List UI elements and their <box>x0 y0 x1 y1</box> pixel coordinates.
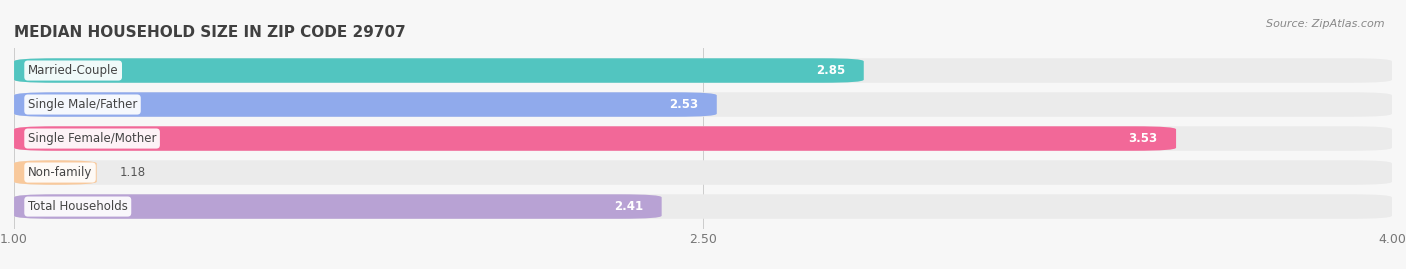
FancyBboxPatch shape <box>14 194 662 219</box>
Text: Single Male/Father: Single Male/Father <box>28 98 138 111</box>
Text: Single Female/Mother: Single Female/Mother <box>28 132 156 145</box>
Text: Source: ZipAtlas.com: Source: ZipAtlas.com <box>1267 19 1385 29</box>
FancyBboxPatch shape <box>14 58 863 83</box>
Text: Married-Couple: Married-Couple <box>28 64 118 77</box>
FancyBboxPatch shape <box>14 58 1392 83</box>
Text: 1.18: 1.18 <box>120 166 146 179</box>
Text: 2.85: 2.85 <box>815 64 845 77</box>
FancyBboxPatch shape <box>14 92 1392 117</box>
Text: 2.53: 2.53 <box>669 98 699 111</box>
Text: MEDIAN HOUSEHOLD SIZE IN ZIP CODE 29707: MEDIAN HOUSEHOLD SIZE IN ZIP CODE 29707 <box>14 25 406 40</box>
FancyBboxPatch shape <box>14 126 1392 151</box>
Text: 3.53: 3.53 <box>1129 132 1157 145</box>
FancyBboxPatch shape <box>14 194 1392 219</box>
FancyBboxPatch shape <box>14 126 1175 151</box>
Text: 2.41: 2.41 <box>614 200 644 213</box>
Text: Total Households: Total Households <box>28 200 128 213</box>
FancyBboxPatch shape <box>14 92 717 117</box>
FancyBboxPatch shape <box>14 160 97 185</box>
FancyBboxPatch shape <box>14 160 1392 185</box>
Text: Non-family: Non-family <box>28 166 93 179</box>
